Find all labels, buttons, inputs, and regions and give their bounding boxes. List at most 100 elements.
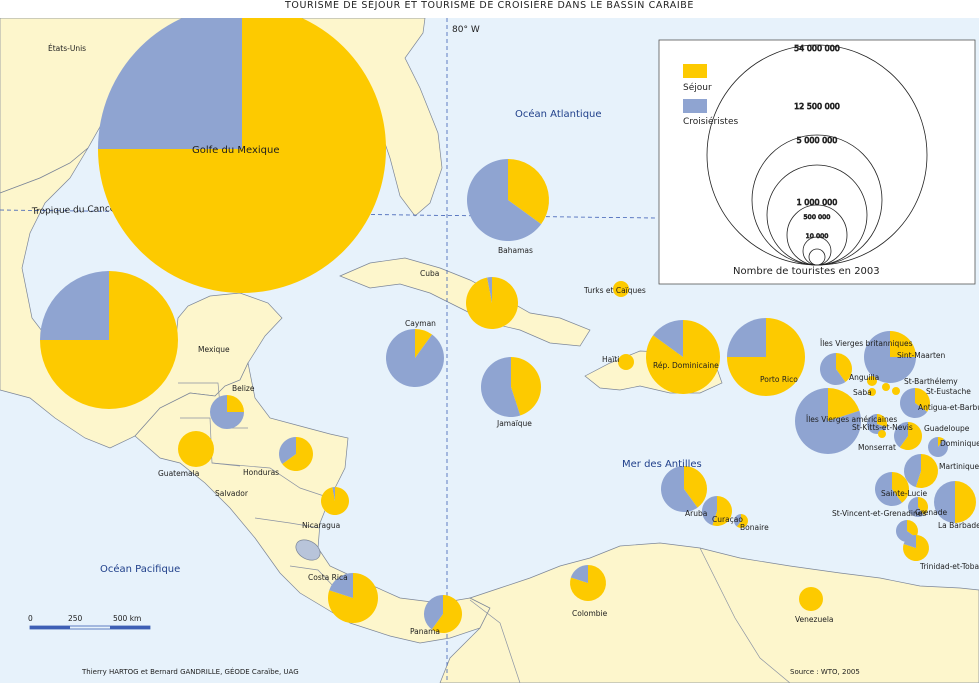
pie-porto-rico (727, 318, 805, 396)
source: Source : WTO, 2005 (790, 668, 860, 676)
scale-bar-fill (30, 626, 70, 629)
pie-slice-sejour (736, 514, 749, 528)
scale-label-0: 0 (28, 614, 33, 623)
label-cayman: Cayman (405, 319, 436, 328)
label-dominique: Dominique (940, 439, 979, 448)
label-sainte-lucie: Sainte-Lucie (881, 489, 927, 498)
pie-trinidad-et-tobago (903, 535, 929, 562)
label-martinique: Martinique (939, 462, 979, 471)
pie-la-barbade (934, 481, 976, 523)
label-saba: Saba (853, 388, 872, 397)
pie-slice-croisieristes (98, 18, 242, 149)
pie-cuba (465, 277, 518, 330)
pie-mexique (40, 271, 178, 409)
label-st-barthelemy: St-Barthélemy (904, 377, 958, 386)
pie-slice-sejour (508, 159, 549, 225)
pie-bahamas (467, 158, 549, 241)
pie-slice-sejour (878, 430, 886, 438)
pie-turks-et-ca-ques (613, 281, 629, 297)
pie-slice-croisieristes (481, 357, 521, 417)
pie-slice-sejour (877, 414, 887, 428)
pie-slice-croisieristes (423, 595, 443, 630)
pie-slice-sejour (955, 481, 976, 523)
label-aruba: Aruba (685, 509, 707, 518)
label-cuba: Cuba (420, 269, 439, 278)
pie-cura-ao (701, 496, 732, 526)
label-bonaire: Bonaire (740, 523, 769, 532)
credit: Thierry HARTOG et Bernard GANDRILLE, GÉO… (81, 667, 299, 676)
pie-st-barth-lemy (882, 383, 890, 391)
pie-st-kitts-et-nevis (866, 414, 887, 434)
pie-anguilla (867, 376, 877, 386)
label-ocean-atlantique: Océan Atlantique (515, 108, 602, 120)
label-monserrat: Monserrat (858, 443, 896, 452)
pie-slice-croisieristes (487, 277, 492, 303)
pie--les-vierges-am-ricaines (795, 388, 862, 455)
pie-slice-sejour (712, 496, 732, 526)
pie-slice-croisieristes (727, 318, 766, 357)
pie-colombie (570, 565, 607, 601)
border-costa-rica (289, 565, 336, 589)
pie-r-p-dominicaine (646, 320, 720, 394)
legend-frame (658, 39, 976, 285)
pie-slice-sejour (799, 587, 823, 611)
label-guadeloupe: Guadeloupe (924, 424, 970, 433)
pie-st-vincent-et-grenadines (908, 497, 929, 517)
label-sint-maarten: Sint-Maarten (897, 351, 946, 360)
label-guatemala: Guatemala (158, 469, 199, 478)
pie-slice-sejour (907, 520, 918, 538)
pie-slice-sejour (915, 388, 930, 412)
legend-value-1: 12 500 000 (794, 102, 840, 111)
legend-caption: Nombre de touristes en 2003 (733, 266, 880, 277)
pie-slice-sejour (328, 573, 379, 623)
border-colombia-venezuela (699, 547, 791, 683)
place-labels: États-Unis Golfe du Mexique Océan Atlant… (48, 44, 979, 636)
pie-slice-croisieristes (570, 565, 588, 583)
pie-slice-croisieristes (329, 573, 353, 598)
pie-slice-sejour (431, 595, 462, 633)
pie-slice-croisieristes (875, 472, 902, 507)
lake-nicaragua (295, 539, 321, 561)
pie-slice-sejour (915, 454, 938, 488)
pie-antigua-et-barbuda (900, 388, 930, 418)
pie-slice-croisieristes (734, 514, 741, 527)
scale-bar: 0 250 500 km (28, 614, 151, 630)
pie-slice-sejour (321, 486, 350, 515)
pie-slice-sejour (892, 387, 900, 395)
pie-slice-croisieristes (934, 481, 955, 523)
legend-value-0: 54 000 000 (794, 44, 840, 53)
pie-slice-croisieristes (928, 437, 948, 458)
pie-slice-sejour (892, 472, 909, 503)
pie-slice-sejour (684, 466, 707, 508)
pie-slice-sejour (890, 331, 916, 357)
pie-slice-croisieristes (904, 454, 921, 488)
scale-label-500: 500 km (113, 614, 141, 623)
border-panama-colombia (469, 599, 521, 683)
label-jamaique: Jamaïque (496, 419, 532, 428)
pie-slice-sejour (282, 437, 314, 471)
label-iles-vierges-brit: Îles Vierges britanniques (820, 339, 913, 348)
label-etats-unis: États-Unis (48, 44, 86, 53)
label-haiti: Haïti (602, 355, 619, 364)
pie-bonaire (734, 514, 749, 528)
meridian-label: 80° W (452, 25, 480, 35)
pie-slice-sejour (618, 354, 634, 370)
pie-golfe-du-mexique-tats-unis- (98, 18, 386, 293)
pie-slice-croisieristes (332, 487, 335, 501)
pie-slice-sejour (882, 383, 890, 391)
pie-slice-sejour (868, 388, 876, 396)
pie-st-eustache (892, 387, 900, 395)
pie--les-vierges-britanniques (819, 353, 852, 385)
pie-slice-sejour (918, 497, 929, 516)
pie-ha-ti (618, 354, 634, 370)
label-st-kitts: St-Kitts-et-Nevis (852, 423, 913, 432)
label-ocean-pacifique: Océan Pacifique (100, 563, 180, 575)
pie-slice-croisieristes (661, 466, 698, 512)
pie-slice-sejour (178, 431, 214, 467)
label-costa-rica: Costa Rica (308, 573, 348, 582)
pie-slice-croisieristes (210, 395, 244, 429)
scale-bar-fill-2 (110, 626, 150, 629)
border-honduras (211, 462, 331, 499)
pie-cayman (386, 329, 445, 387)
pie-honduras (279, 437, 314, 471)
